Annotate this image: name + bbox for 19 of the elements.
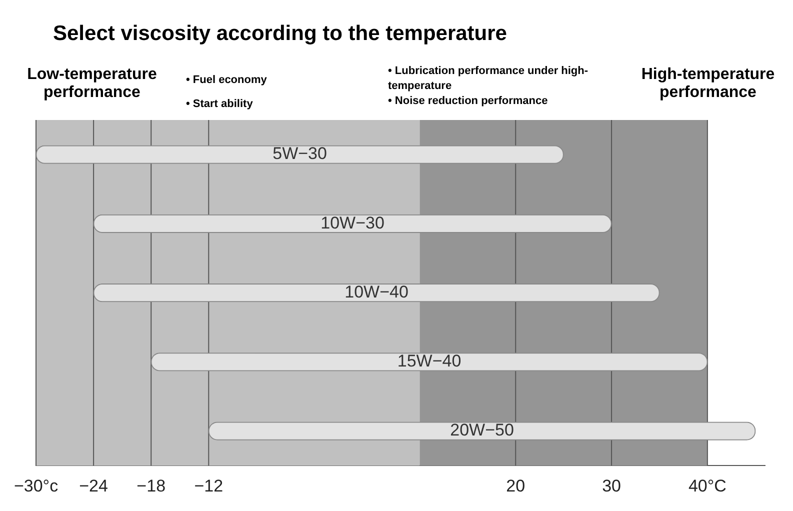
y-tick-label: 15W−40 [397,352,462,371]
y-tick-label: 5W−30 [272,144,327,164]
text: High-temperature performance [640,66,776,102]
text: • Noise reduction performance [388,94,549,109]
x-tick-label: −24 [79,476,108,496]
x-tick-label: 40°C [688,476,726,496]
text: Low-temperature performance [26,66,158,102]
x-tick-label: −30°c [14,476,59,496]
y-tick-label: 10W−40 [344,282,408,302]
y-tick-label: 10W−30 [320,213,384,232]
chart-title: Select viscosity according to the temperature [53,22,507,46]
x-tick-label: −12 [194,476,224,496]
text: • Start ability [186,97,254,112]
x-tick-label: 20 [506,476,526,496]
text: • Lubrication performance under high-temperature [388,64,590,94]
x-tick-label: −18 [136,476,166,496]
y-tick-label: 20W−50 [450,420,514,440]
text: • Fuel economy [186,73,267,88]
x-tick-label: 30 [602,476,621,496]
